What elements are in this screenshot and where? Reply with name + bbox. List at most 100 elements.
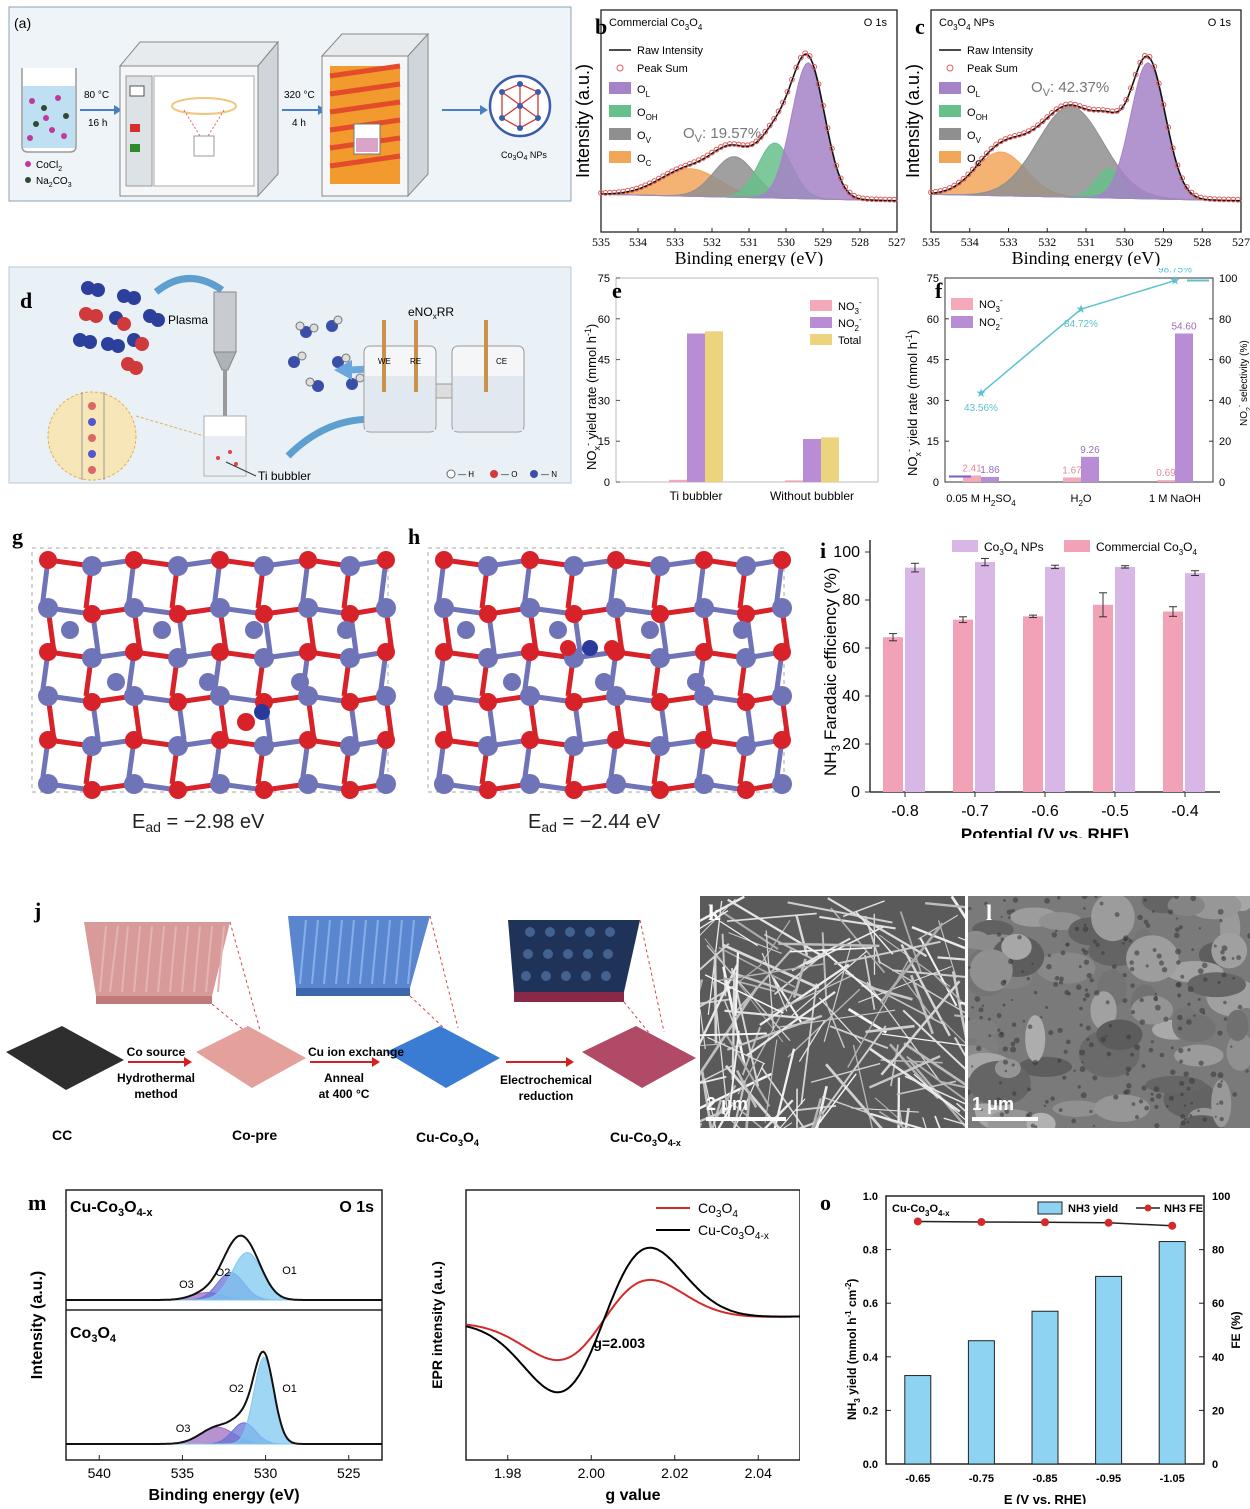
cobalt-atom [736, 556, 756, 576]
pore [1220, 1080, 1223, 1083]
pore [1174, 933, 1180, 939]
pore [1123, 973, 1127, 977]
bar-nh3-yield [1159, 1242, 1185, 1464]
panel-label-o: o [820, 1190, 831, 1215]
porous-rod [1094, 1094, 1149, 1121]
y2-tick-label: 20 [1212, 1405, 1224, 1417]
oxygen-atom [377, 643, 395, 661]
adsorbate-oxygen [604, 640, 620, 656]
pore [1162, 967, 1167, 972]
pore [1175, 949, 1181, 955]
pore [1203, 1012, 1206, 1015]
cobalt-atom [520, 774, 540, 794]
pore [1008, 959, 1013, 964]
x-axis-label: Binding energy (eV) [148, 1487, 299, 1504]
pore [1189, 1078, 1195, 1084]
legend-label: NO2- [979, 314, 1003, 332]
cobalt-atom [337, 621, 355, 639]
x-tick-label: 527 [1232, 235, 1250, 249]
pore [1040, 1016, 1042, 1018]
cobalt-atom [298, 774, 318, 794]
pore [1171, 1047, 1174, 1050]
pore [1219, 1100, 1223, 1104]
pore [1066, 1040, 1071, 1045]
cobalt-atom [340, 736, 360, 756]
nanowire [898, 1078, 899, 1128]
oxygen-atom [83, 693, 101, 711]
pore [1011, 1042, 1016, 1047]
nanowire [865, 955, 875, 1010]
pore [1184, 1071, 1189, 1076]
porous-rod [970, 949, 1013, 991]
oxygen-atom [651, 781, 669, 799]
oxygen-atom [341, 605, 359, 623]
bar-no2 [1081, 457, 1099, 482]
svg-text:— O: — O [501, 470, 517, 479]
bar-no3 [669, 480, 687, 482]
legend-label: Co3O4 [698, 1200, 738, 1220]
x-tick-label: 529 [1155, 235, 1173, 249]
cobalt-atom [772, 598, 792, 618]
pore [1187, 1087, 1191, 1091]
oxygen-atom [435, 551, 453, 569]
selectivity-label: 98.75% [1158, 268, 1192, 276]
legend-label: Co3O4 NPs [984, 540, 1044, 557]
plot-frame [66, 1190, 382, 1460]
nanowire [792, 951, 867, 1016]
na2co3-dot-icon [25, 177, 31, 183]
x-tick-label: 0.05 M H2SO4 [946, 493, 1016, 508]
panel-label-g: g [12, 526, 23, 549]
scale-bar-k [706, 1117, 786, 1121]
nanowire [912, 927, 965, 970]
pore [1187, 1048, 1191, 1052]
legend-label: NH3 FE [1164, 1203, 1203, 1215]
pore [1154, 998, 1158, 1002]
oxygen-atom [607, 731, 625, 749]
pore [1193, 1014, 1195, 1016]
y2-axis-label: FE (%) [1229, 1311, 1243, 1348]
nanowire [707, 945, 790, 1040]
cobalt-atom [61, 621, 79, 639]
pore [1186, 1019, 1192, 1025]
pore [1198, 968, 1204, 974]
cobalt-atom [520, 686, 540, 706]
y-tick-label: 75 [598, 273, 610, 285]
pore [1187, 1003, 1190, 1006]
nanowire [778, 944, 879, 946]
pore [1142, 1064, 1146, 1068]
x-tick-label: 530 [1116, 235, 1134, 249]
x-tick-label: 540 [88, 1465, 112, 1481]
cobalt-atom [606, 598, 626, 618]
pore [1179, 1081, 1184, 1086]
pore [1202, 1117, 1207, 1122]
cobalt-atom [434, 774, 454, 794]
pore [1132, 1102, 1136, 1106]
svg-text:CC: CC [52, 1127, 72, 1143]
pore [1151, 1040, 1154, 1043]
x-tick-label: 528 [1193, 235, 1211, 249]
adsorbate-oxygen [237, 713, 255, 731]
pore [1031, 1124, 1035, 1128]
cobalt-atom [124, 686, 144, 706]
porous-rod [1037, 952, 1096, 983]
bar-no3 [1157, 480, 1175, 482]
pore [1008, 916, 1011, 919]
pore [971, 1065, 973, 1067]
y-axis-label: NOx- yield rate (mmol h-1) [904, 330, 923, 476]
oxygen-atom [299, 643, 317, 661]
bar-value-label: 54.60 [1171, 321, 1196, 332]
cobalt-atom [168, 556, 188, 576]
pore [1012, 1063, 1015, 1066]
pore [1007, 909, 1012, 914]
pore [1232, 1092, 1237, 1097]
pore [1177, 993, 1181, 997]
cobalt-atom [168, 648, 188, 668]
nanowire [700, 1123, 701, 1128]
legend-swatch [1145, 1205, 1152, 1212]
panel-d: d Plasma Ti bubbler e [8, 266, 572, 484]
pore [1168, 909, 1173, 914]
beaker-icon [22, 68, 76, 152]
pore [1153, 948, 1157, 952]
